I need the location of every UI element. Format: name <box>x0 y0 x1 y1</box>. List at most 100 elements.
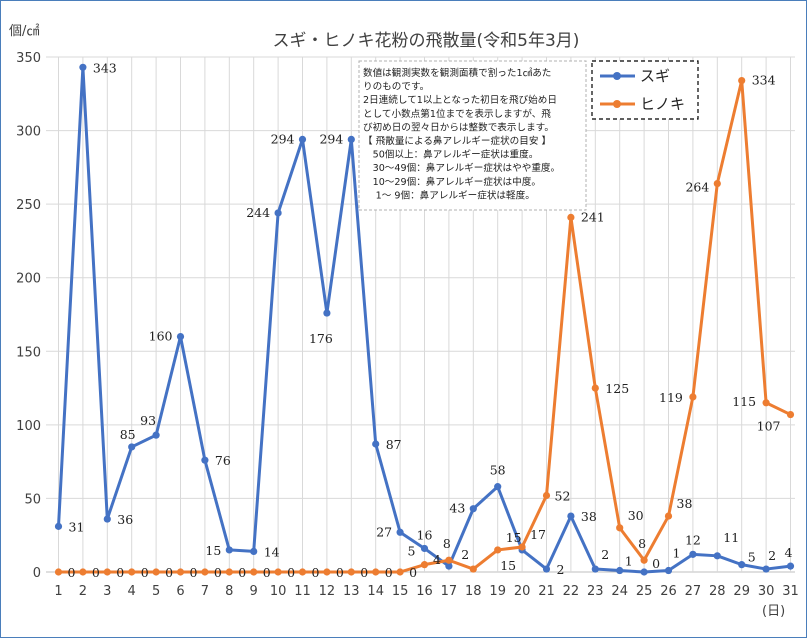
data-point <box>738 76 746 85</box>
x-tick-label: 25 <box>636 584 653 599</box>
data-point <box>420 561 429 569</box>
data-label: 0 <box>68 565 76 580</box>
x-tick-label: 20 <box>514 584 531 599</box>
data-label: 1 <box>625 554 633 569</box>
data-point <box>616 566 624 575</box>
data-point <box>567 512 575 520</box>
x-tick-label: 18 <box>465 584 482 599</box>
data-point <box>103 568 111 576</box>
x-tick-label: 21 <box>538 584 555 599</box>
data-label: 0 <box>385 565 393 580</box>
data-point <box>445 556 453 564</box>
data-label: 264 <box>685 180 709 195</box>
x-tick-label: 8 <box>225 584 233 599</box>
x-tick-label: 5 <box>152 584 160 599</box>
data-label: 52 <box>555 488 571 503</box>
legend-marker-sugi <box>613 72 621 80</box>
x-tick-label: 10 <box>270 584 287 599</box>
data-label: 334 <box>752 73 776 88</box>
annotation-line: りのものです。 <box>363 82 429 93</box>
data-label: 43 <box>449 501 465 516</box>
data-label: 8 <box>638 536 646 551</box>
data-point <box>786 410 795 419</box>
data-point <box>420 544 429 553</box>
data-point <box>274 209 282 217</box>
data-label: 2 <box>601 547 609 562</box>
data-label: 0 <box>238 565 246 580</box>
data-point <box>762 565 770 573</box>
data-point <box>713 179 721 188</box>
annotation-line: 2日連続して1以上となった初日を飛び始め日 <box>363 94 557 106</box>
data-point <box>738 561 746 569</box>
data-label: 107 <box>757 419 781 434</box>
data-label: 11 <box>723 530 739 545</box>
data-label: 176 <box>309 331 333 346</box>
data-label: 343 <box>93 60 117 75</box>
annotation-line: 10～29個：鼻アレルギー症状は中度。 <box>363 176 541 188</box>
data-point <box>786 562 795 570</box>
y-tick-label: 150 <box>16 345 41 360</box>
data-point <box>591 565 599 573</box>
data-point <box>298 568 307 576</box>
annotation-line: 30～49個：鼻アレルギー症状はやや重度。 <box>363 162 560 174</box>
data-label: 12 <box>685 532 701 547</box>
data-label: 125 <box>605 381 629 396</box>
y-axis-label: 個/㎠ <box>9 24 39 39</box>
data-point <box>79 63 87 71</box>
data-point <box>591 384 599 392</box>
data-label: 15 <box>500 558 516 573</box>
data-point <box>640 556 648 564</box>
annotation-line: 【 飛散量による鼻アレルギー症状の目安 】 <box>363 135 551 147</box>
data-label: 241 <box>581 209 605 224</box>
annotation-line: として小数点第1位までを表示しますが、飛 <box>363 108 551 120</box>
x-tick-label: 24 <box>611 584 628 599</box>
y-tick-label: 350 <box>16 51 41 66</box>
data-label: 17 <box>530 527 546 542</box>
data-label: 0 <box>214 565 222 580</box>
data-point <box>54 568 63 576</box>
data-label: 0 <box>92 565 100 580</box>
data-point <box>713 552 721 560</box>
y-tick-label: 50 <box>24 492 41 507</box>
data-label: 294 <box>319 131 343 146</box>
data-point <box>225 546 233 554</box>
x-tick-label: 29 <box>733 584 750 599</box>
data-label: 38 <box>677 496 693 511</box>
annotation-box: 数値は観測実数を観測面積で割った1㎠あたりのものです。2日連続して1以上となった… <box>358 60 587 211</box>
x-tick-label: 19 <box>489 584 506 599</box>
annotation-line: 1～ 9個：鼻アレルギー症状は軽度。 <box>363 189 535 201</box>
data-label: 0 <box>190 565 198 580</box>
x-tick-label: 9 <box>250 584 258 599</box>
data-point <box>79 568 87 576</box>
data-label: 0 <box>312 565 320 580</box>
data-label: 160 <box>149 329 173 344</box>
data-label: 87 <box>386 437 402 452</box>
x-tick-label: 16 <box>416 584 433 599</box>
data-point <box>396 568 404 576</box>
data-point <box>128 568 136 576</box>
x-tick-label: 27 <box>685 584 702 599</box>
data-label: 0 <box>360 565 368 580</box>
x-tick-label: 4 <box>128 584 136 599</box>
data-point <box>689 550 697 558</box>
data-point <box>323 309 331 317</box>
y-tick-label: 0 <box>33 566 41 581</box>
data-label: 15 <box>205 543 221 558</box>
data-label: 0 <box>263 565 271 580</box>
data-point <box>274 568 282 576</box>
x-tick-label: 6 <box>176 584 184 599</box>
data-label: 0 <box>336 565 344 580</box>
data-label: 30 <box>628 508 644 523</box>
x-tick-label: 30 <box>758 584 775 599</box>
annotation-line: 数値は観測実数を観測面積で割った1㎠あた <box>363 67 551 79</box>
data-point <box>445 562 453 570</box>
data-point <box>152 431 160 439</box>
data-point <box>225 568 233 576</box>
x-tick-label: 31 <box>782 584 799 599</box>
data-label: 36 <box>117 512 133 527</box>
data-label: 119 <box>659 390 683 405</box>
data-point <box>689 393 697 401</box>
data-point <box>128 443 136 451</box>
legend: スギ ヒノキ <box>591 60 699 120</box>
x-tick-label: 2 <box>79 584 87 599</box>
